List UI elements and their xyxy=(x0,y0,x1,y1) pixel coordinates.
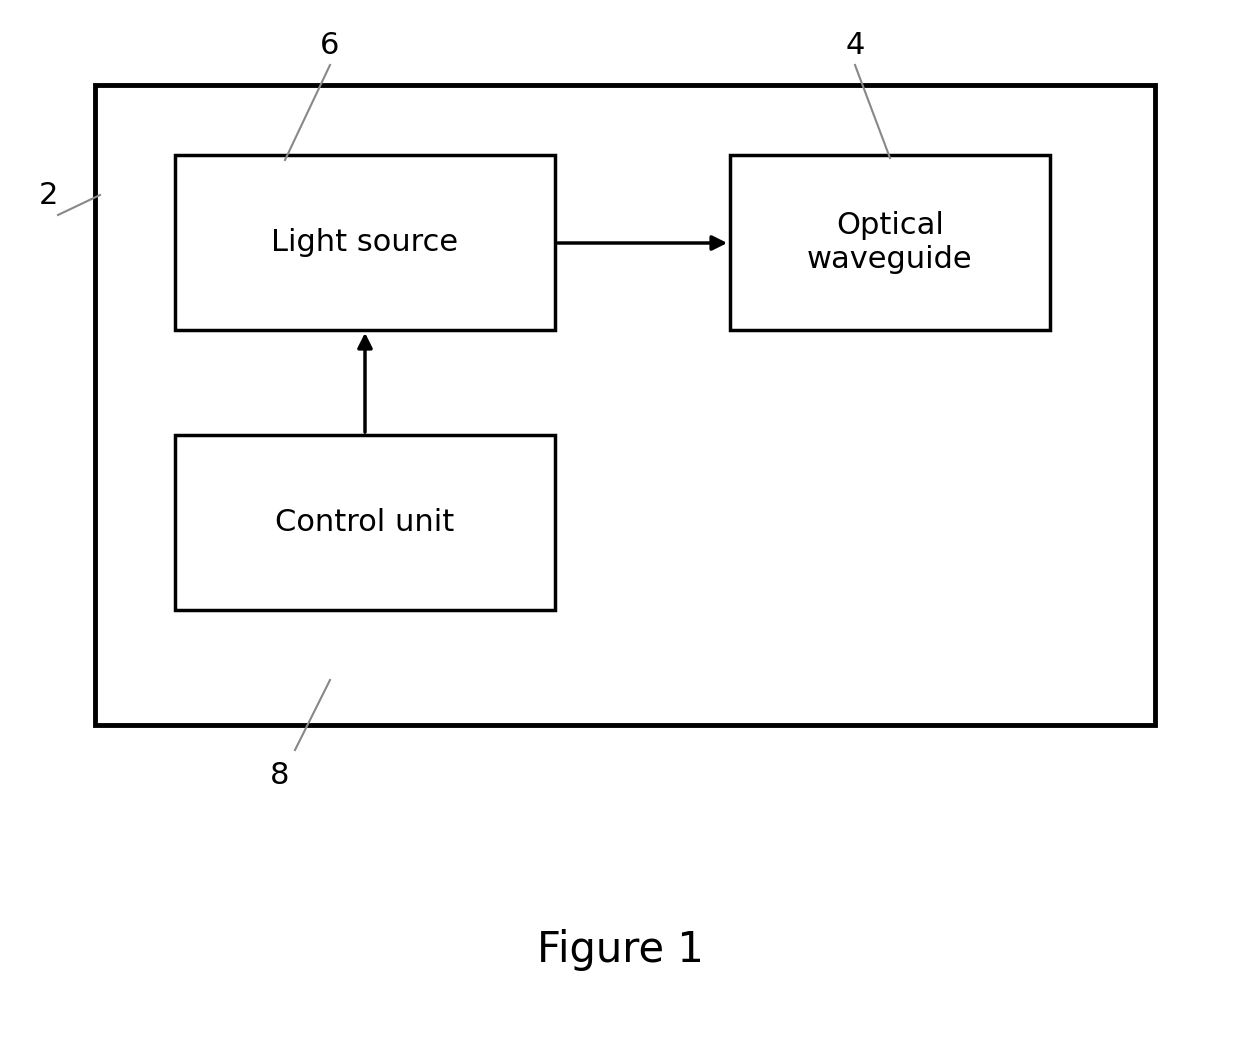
Text: Light source: Light source xyxy=(272,228,459,257)
Bar xyxy=(175,435,556,610)
Text: 8: 8 xyxy=(270,760,290,789)
Text: 4: 4 xyxy=(846,30,864,59)
Text: 6: 6 xyxy=(320,30,340,59)
Text: Optical
waveguide: Optical waveguide xyxy=(807,212,973,274)
Bar xyxy=(175,155,556,330)
Text: Figure 1: Figure 1 xyxy=(537,929,703,971)
Bar xyxy=(95,85,1154,725)
Bar xyxy=(730,155,1050,330)
Text: 2: 2 xyxy=(38,180,58,209)
Text: Control unit: Control unit xyxy=(275,508,455,537)
